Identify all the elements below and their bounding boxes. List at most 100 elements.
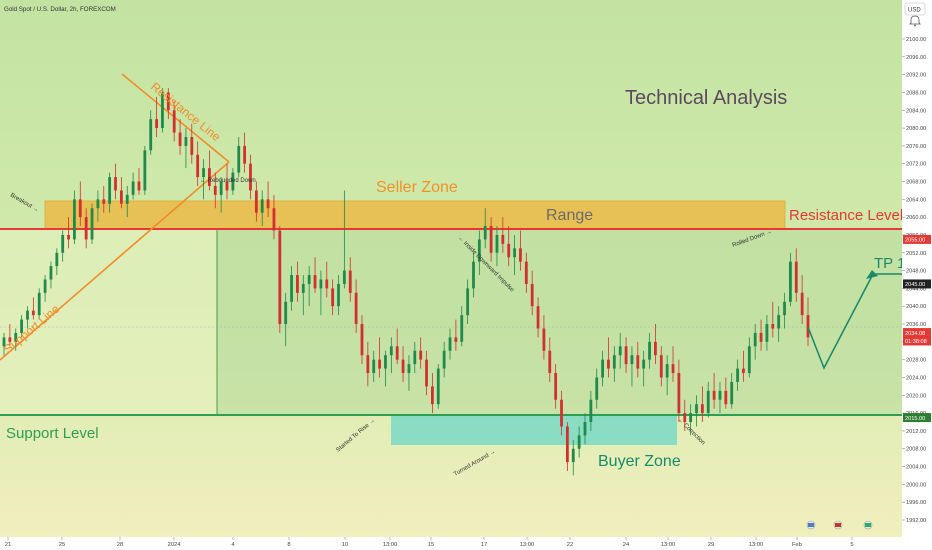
candle-body: [542, 328, 546, 351]
candle-body: [137, 181, 141, 191]
time-tick-label: 8: [287, 542, 290, 548]
candle-body: [765, 324, 769, 342]
price-tag-label: 01:38:08: [905, 339, 927, 345]
time-tick-label: 13:00: [661, 542, 676, 548]
support-trend-line: [0, 161, 230, 361]
candle-body: [178, 132, 182, 146]
candle-body: [654, 341, 657, 356]
candle-body: [37, 292, 41, 316]
price-tick-label: 1996.00: [906, 500, 926, 506]
candle-body: [90, 208, 94, 240]
price-tag: [903, 413, 931, 423]
price-tick-label: 2092.00: [906, 73, 926, 79]
candle-body: [460, 315, 464, 342]
candle-body: [777, 315, 781, 329]
candle-body: [548, 350, 552, 374]
left-shade: [0, 229, 217, 415]
candle-body: [378, 359, 381, 369]
price-tick-label: 2052.00: [906, 251, 926, 257]
candle-body: [489, 226, 493, 253]
candle-body: [84, 217, 88, 240]
candle-body: [61, 234, 65, 253]
event-flag-icon[interactable]: [863, 520, 873, 530]
time-tick-label: 25: [59, 542, 65, 548]
price-tags: 2055.00 2045.00 2034.08 01:38:08 2015.00: [903, 234, 931, 423]
candle-body: [730, 381, 734, 405]
candle-body: [102, 199, 106, 204]
candle-body: [143, 150, 147, 191]
candle-body: [190, 136, 194, 155]
candle-body: [712, 390, 716, 400]
time-axis-ticks: 21 25 28 2024 4 8 10 13:00 15 17 13:00 22 24 13:00 29 1…: [5, 537, 854, 548]
time-axis[interactable]: [0, 537, 932, 550]
candle-body: [172, 110, 176, 133]
price-tag-label: 2034.08: [905, 331, 925, 337]
candle-body: [706, 390, 710, 414]
event-flag-icon[interactable]: [833, 520, 843, 530]
candle-body: [724, 390, 728, 405]
candle-body: [607, 359, 610, 369]
candle-body: [260, 199, 264, 213]
candle-body: [31, 310, 35, 316]
bell-icon[interactable]: [909, 15, 921, 27]
candle-body: [119, 190, 123, 204]
candle-body: [296, 275, 299, 293]
price-tick-label: 2008.00: [906, 447, 926, 453]
currency-badge[interactable]: [904, 2, 926, 16]
time-tick-label: 13:00: [520, 542, 535, 548]
time-tick-label: 5: [850, 542, 853, 548]
candle-body: [131, 181, 135, 195]
candle-body: [601, 359, 604, 378]
candle-body: [472, 261, 475, 289]
price-tick-label: 2040.00: [906, 304, 926, 310]
candle-body: [483, 226, 487, 240]
price-axis[interactable]: [902, 0, 932, 550]
candle-body: [231, 172, 235, 191]
candle-body: [466, 288, 470, 316]
candle-body: [14, 332, 18, 342]
time-tick-label: 17: [481, 542, 487, 548]
candle-body: [577, 435, 581, 449]
candle-body: [583, 422, 587, 436]
price-tick-label: 2064.00: [906, 197, 926, 203]
candle-body: [401, 359, 405, 374]
candle-body: [436, 368, 440, 405]
candle-body: [219, 181, 223, 195]
chart-title: Technical Analysis: [625, 87, 787, 109]
candle-body: [96, 199, 100, 209]
candle-body: [225, 181, 229, 191]
candle-body: [536, 306, 540, 329]
time-tick-label: 13:00: [749, 542, 764, 548]
candle-body: [571, 448, 575, 463]
support-level-label: Support Level: [6, 425, 99, 442]
candle-body: [636, 355, 640, 369]
candle-body: [648, 341, 651, 360]
candle-body: [513, 248, 516, 258]
candle-body: [442, 350, 446, 369]
candle-body: [413, 350, 417, 365]
projection-path: [807, 275, 873, 370]
candle-body: [196, 154, 200, 178]
price-tick-label: 2020.00: [906, 393, 926, 399]
candle-body: [243, 145, 247, 164]
time-tick-label: 4: [231, 542, 235, 548]
candle-body: [307, 275, 311, 284]
candle-body: [348, 270, 352, 293]
candle-body: [237, 145, 241, 173]
event-flag-icon[interactable]: [806, 520, 816, 530]
price-tick-label: 2068.00: [906, 180, 926, 186]
price-tag: [903, 336, 931, 346]
candle-body: [683, 413, 687, 423]
candle-body: [665, 364, 669, 378]
candle-body: [49, 266, 53, 280]
candle-body: [319, 279, 323, 289]
candle-body: [700, 404, 704, 414]
candle-body: [618, 346, 622, 356]
time-tick-label: 22: [567, 542, 573, 548]
candle-body: [313, 275, 317, 289]
resistance-level-label: Resistance Level: [789, 207, 903, 224]
candle-body: [8, 337, 12, 342]
candle-body: [26, 310, 29, 320]
price-tick-label: 1992.00: [906, 518, 926, 524]
